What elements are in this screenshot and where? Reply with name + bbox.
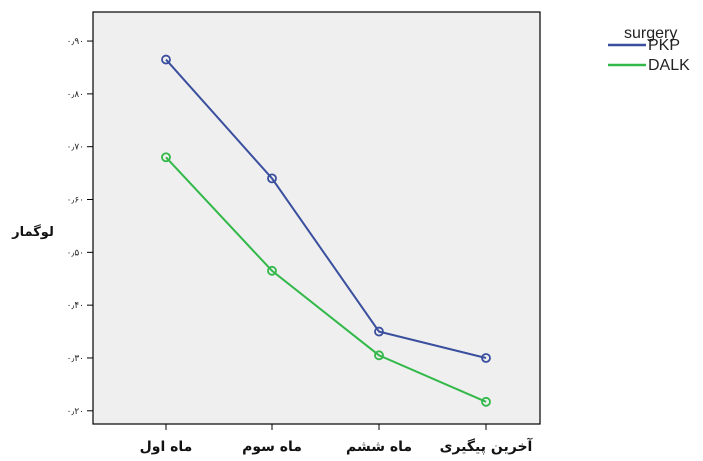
y-tick-label: ۰٫۶۰ [67, 196, 84, 206]
series-line-pkp [165, 58, 487, 359]
y-tick-label: ۰٫۲۰ [67, 407, 84, 417]
x-tick-label: آخرین پیگیری [440, 437, 534, 455]
x-tick-label: ماه اول [140, 439, 193, 455]
x-tick-label: ماه ششم [346, 439, 412, 455]
y-axis: ۰٫۲۰ ۰٫۳۰ ۰٫۴۰ ۰٫۵۰ ۰٫۶۰ ۰٫۷۰ ۰٫۸۰ ۰٫۹۰ [67, 37, 93, 417]
x-tick-label: ماه سوم [242, 439, 302, 455]
y-axis-label: لوگمار [11, 224, 54, 240]
data-point-dalk [374, 350, 384, 361]
data-point-dalk [161, 152, 171, 163]
legend-label-pkp: PKP [648, 37, 680, 54]
y-tick-label: ۰٫۸۰ [67, 90, 84, 100]
legend: surgery PKP DALK [608, 25, 690, 74]
y-tick-label: ۰٫۷۰ [67, 143, 84, 153]
y-tick-label: ۰٫۵۰ [67, 248, 84, 258]
y-tick-label: ۰٫۴۰ [67, 301, 84, 311]
y-tick-label: ۰٫۹۰ [67, 37, 84, 47]
legend-title: surgery [624, 25, 677, 42]
data-point-dalk [267, 265, 277, 276]
legend-label-dalk: DALK [648, 57, 690, 74]
data-point-pkp [374, 326, 384, 337]
data-point-pkp [161, 54, 171, 65]
data-point-dalk [481, 396, 491, 407]
data-point-pkp [267, 173, 277, 184]
series-line-dalk [165, 156, 487, 403]
plot-area [92, 11, 541, 425]
y-tick-label: ۰٫۳۰ [67, 354, 84, 364]
data-point-pkp [481, 353, 491, 363]
series-group [161, 54, 491, 407]
x-axis: ماه اول ماه سوم ماه ششم آخرین پیگیری [140, 424, 534, 455]
